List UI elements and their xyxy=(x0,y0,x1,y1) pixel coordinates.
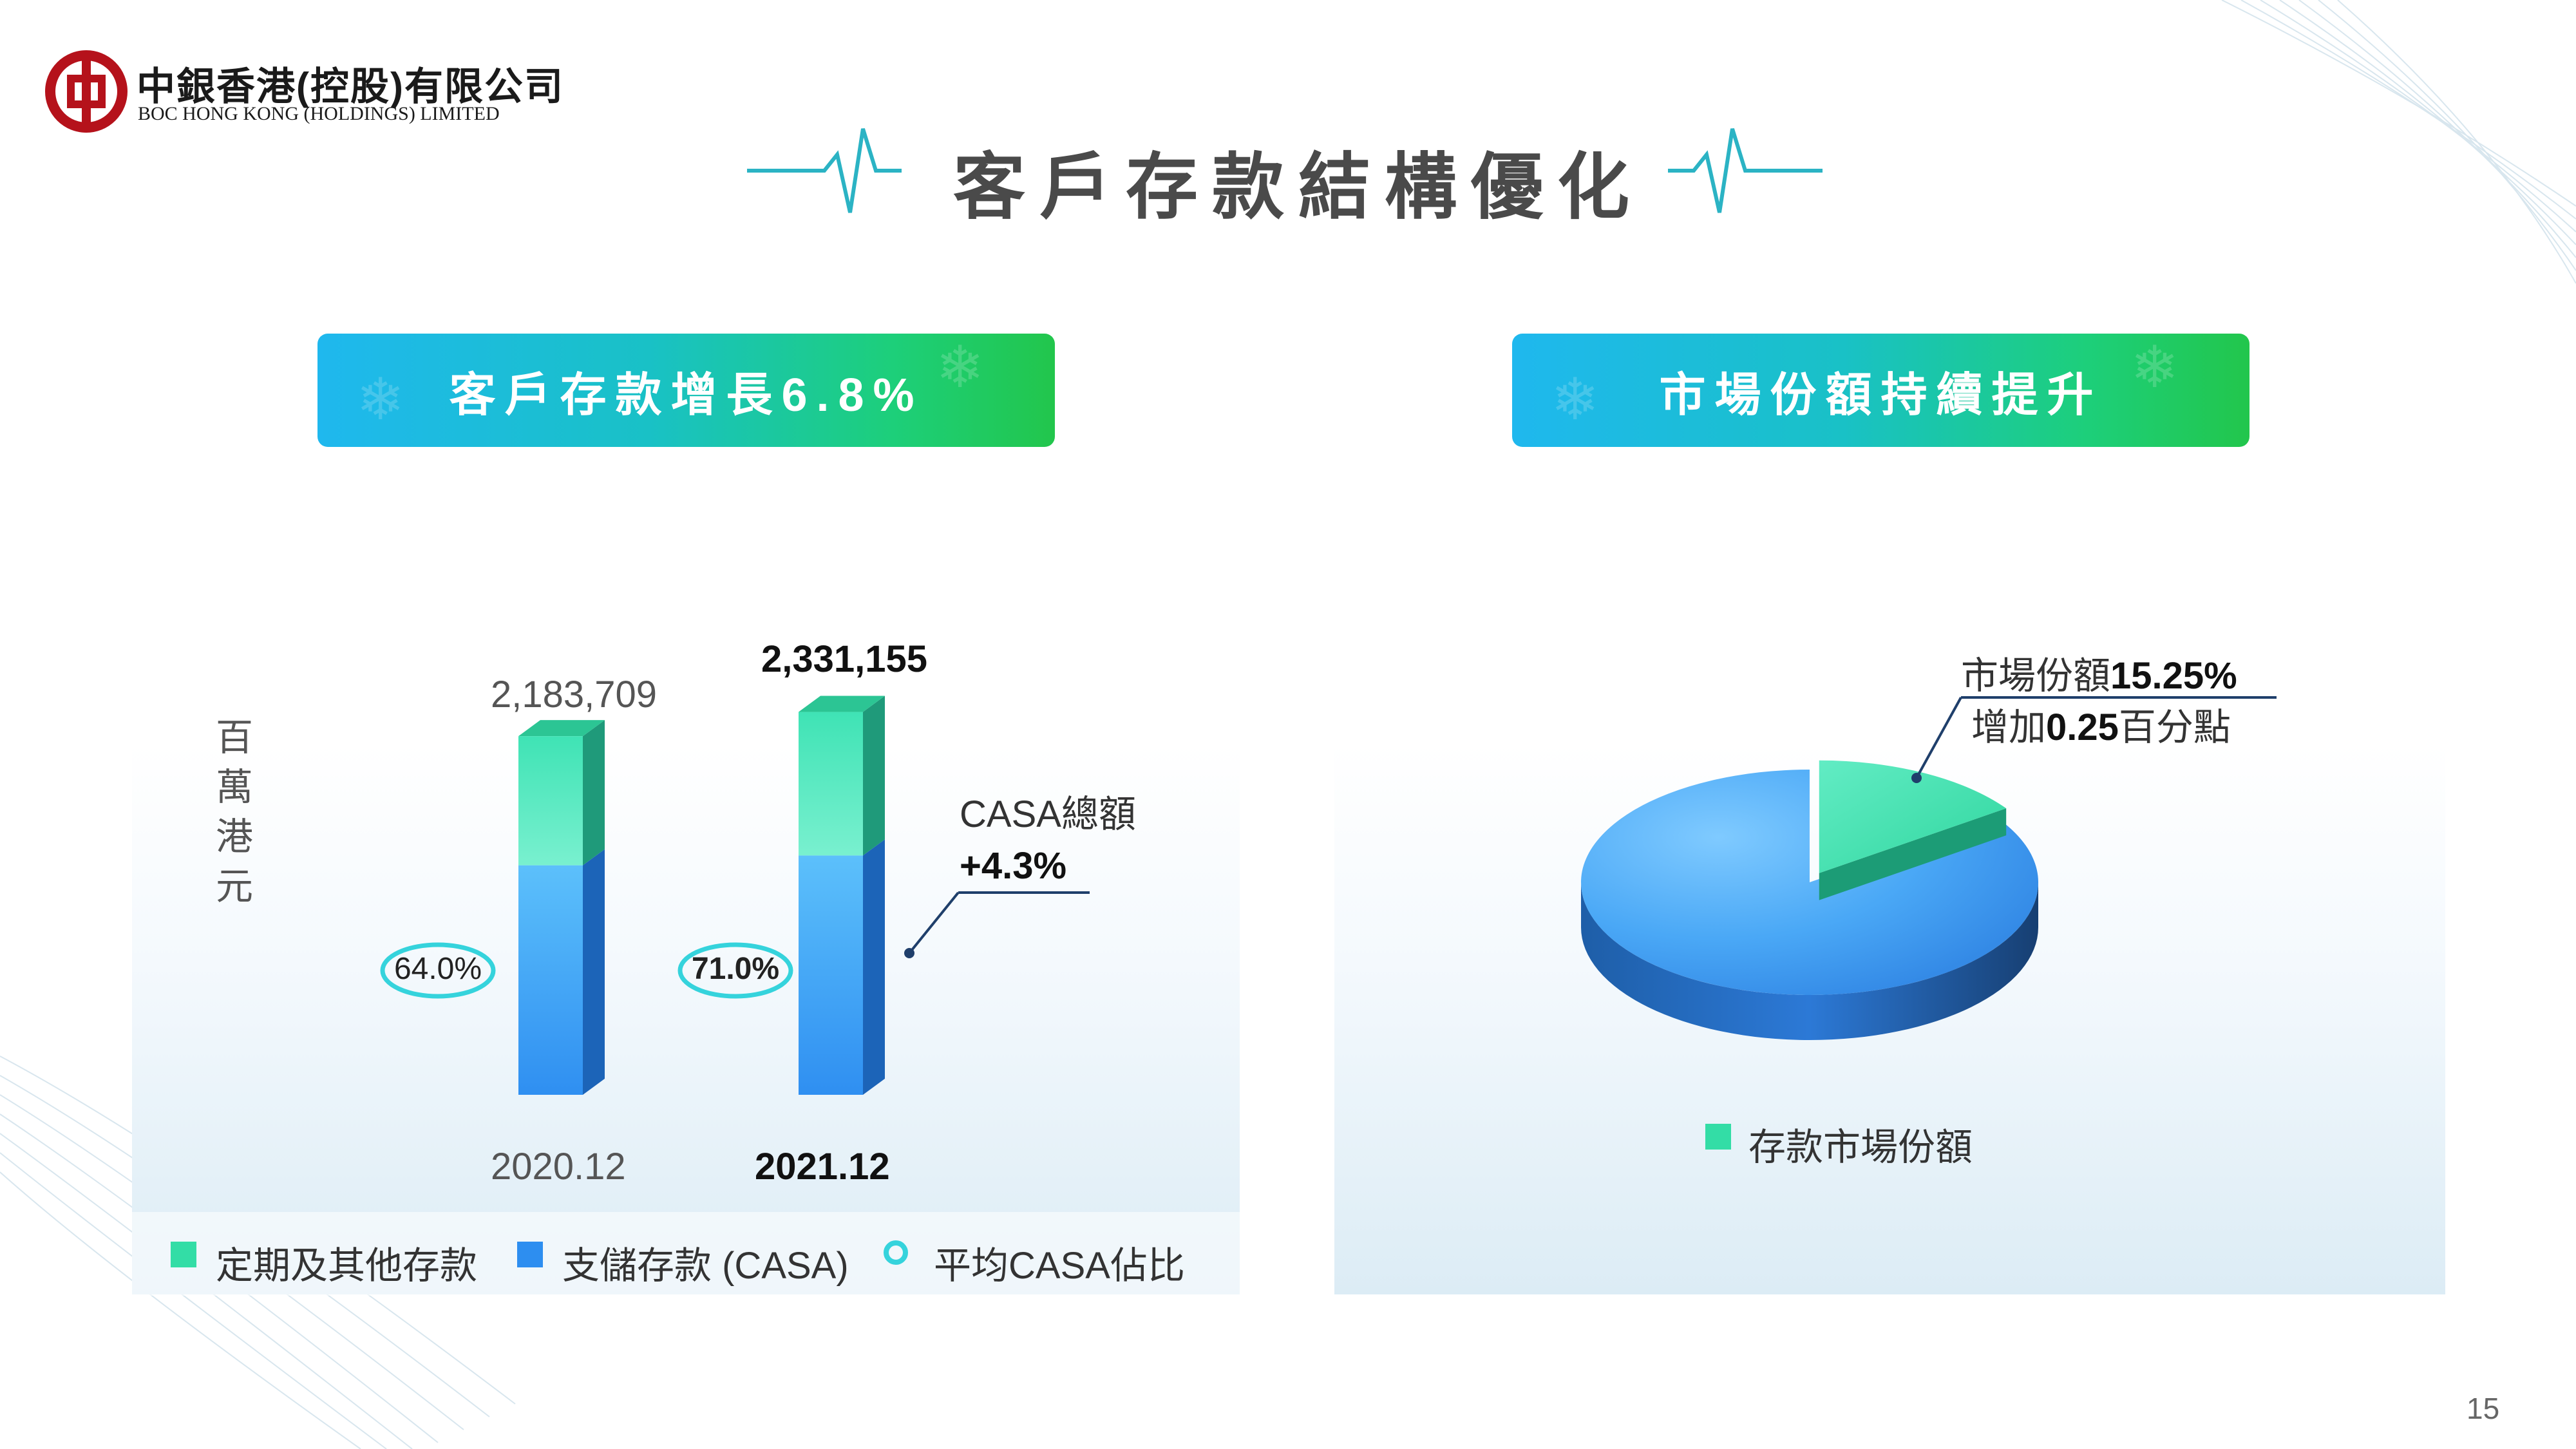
casa-ratio-ring-2021 xyxy=(677,942,793,999)
logo-english-name: BOC HONG KONG (HOLDINGS) LIMITED xyxy=(138,103,500,124)
boc-logo-icon xyxy=(45,50,128,133)
annotation-prefix: 增加 xyxy=(1971,706,2047,748)
annotation-value: 0.25 xyxy=(2046,706,2119,748)
annotation-suffix: 百分點 xyxy=(2118,706,2231,748)
pie-slice-side xyxy=(1581,882,2038,1040)
bar-term-side xyxy=(863,696,885,856)
casa-annotation-line2: +4.3% xyxy=(960,845,1067,887)
unit-label-char: 元 xyxy=(216,866,254,907)
bar-term-top xyxy=(799,696,885,712)
legend-label: 存款市場份額 xyxy=(1748,1126,1973,1168)
heartbeat-left-icon xyxy=(747,128,902,213)
legend-label: 平均CASA佔比 xyxy=(934,1245,1185,1287)
bar-term xyxy=(799,712,863,856)
legend-label: 支儲存款 (CASA) xyxy=(562,1245,849,1287)
legend-swatch-casa xyxy=(517,1242,543,1267)
casa-ratio-label: 64.0% xyxy=(393,952,482,986)
snowflake-icon: ❄ xyxy=(936,336,985,400)
bar-total-label: 2,183,709 xyxy=(491,674,658,715)
page-title: 客戶存款結構優化 xyxy=(953,147,1643,227)
snowflake-icon: ❄ xyxy=(1551,368,1600,432)
category-label: 2021.12 xyxy=(755,1146,890,1188)
casa-annotation-leader xyxy=(904,891,1090,958)
legend-ring-icon xyxy=(884,1240,908,1265)
annotation-prefix: 市場份額 xyxy=(1961,655,2111,697)
unit-label-char: 港 xyxy=(216,816,254,858)
bar-casa-side xyxy=(583,849,605,1095)
annotation-value: 15.25% xyxy=(2110,655,2237,697)
bar-chart-legend xyxy=(132,1212,1240,1296)
banner-deposit-growth: ❄ ❄ 客戶存款增長6.8% xyxy=(317,334,1055,447)
legend-label: 定期及其他存款 xyxy=(216,1245,478,1287)
bar-total-label: 2,331,155 xyxy=(761,638,928,680)
bar-term xyxy=(518,736,583,866)
snowflake-icon: ❄ xyxy=(2130,336,2179,400)
bar-term-side xyxy=(583,720,605,866)
logo-chinese-name: 中銀香港(控股)有限公司 xyxy=(137,65,564,108)
banner-deposit-growth-text: 客戶存款增長6.8% xyxy=(449,369,923,421)
casa-ratio-label: 71.0% xyxy=(691,952,780,986)
pie-slice-market-share-side xyxy=(1819,808,2007,900)
banner-market-share: ❄ ❄ 市場份額持續提升 xyxy=(1512,334,2249,447)
unit-label-char: 百 xyxy=(216,717,254,759)
bar-casa xyxy=(518,865,583,1095)
category-label: 2020.12 xyxy=(491,1146,626,1188)
heartbeat-right-icon xyxy=(1668,128,1823,213)
page-number: 15 xyxy=(2467,1392,2500,1425)
pie-slice-remaining xyxy=(1581,770,2039,995)
legend-swatch-market-share xyxy=(1705,1124,1731,1150)
pie-slice-market-share xyxy=(1819,760,2007,873)
bar-chart-panel xyxy=(132,744,1240,1294)
casa-growth-annotation: CASA總額 +4.3% xyxy=(960,789,1136,892)
bar-casa-side xyxy=(863,839,885,1095)
snowflake-icon: ❄ xyxy=(356,368,405,432)
market-share-annotation: 市場份額15.25% 增加0.25百分點 xyxy=(1961,650,2237,753)
casa-annotation-line1: CASA總額 xyxy=(960,793,1136,835)
bar-term-top xyxy=(518,720,605,737)
bar-casa xyxy=(799,855,863,1095)
casa-ratio-ring-2020 xyxy=(380,942,496,999)
banner-market-share-text: 市場份額持續提升 xyxy=(1659,369,2103,421)
unit-label-char: 萬 xyxy=(216,766,254,808)
legend-swatch-term xyxy=(171,1242,196,1267)
market-share-leader xyxy=(1911,696,2277,783)
